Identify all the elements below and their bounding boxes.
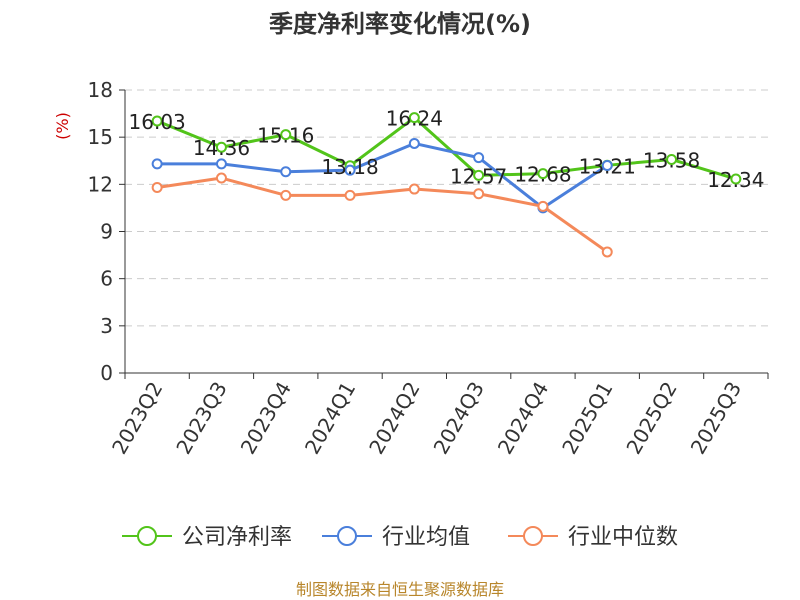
- data-point: [408, 183, 420, 195]
- series-line: [156, 176, 609, 254]
- series-line: [157, 141, 609, 210]
- gridlines: [125, 89, 768, 327]
- data-point: [280, 166, 292, 178]
- series-2: [151, 172, 613, 258]
- x-tick-label: 2023Q2: [107, 378, 167, 459]
- data-label: 12.57: [450, 164, 507, 188]
- data-label: 12.34: [707, 168, 764, 192]
- data-point: [344, 164, 356, 176]
- legend-swatch-marker: [523, 526, 543, 546]
- data-label: 12.68: [514, 163, 571, 187]
- legend-swatch-marker: [137, 526, 157, 546]
- legend-label: 公司净利率: [182, 525, 292, 550]
- legend-swatch-marker: [337, 526, 357, 546]
- x-tick-labels: 2023Q2 2023Q3 2023Q4 2024Q1 2024Q2 2024Q3 2024…: [107, 378, 746, 459]
- legend-item: 行业均值: [322, 525, 470, 550]
- x-tick-label: 2024Q3: [429, 378, 489, 459]
- data-point: [473, 152, 485, 164]
- data-point: [151, 181, 163, 193]
- legend: 公司净利率 行业均值 行业中位数: [122, 525, 678, 550]
- x-tick-label: 2024Q1: [300, 378, 360, 459]
- x-tick-label: 2025Q1: [557, 378, 617, 459]
- x-tick-label: 2024Q2: [364, 378, 424, 459]
- x-tick-label: 2025Q3: [686, 378, 746, 459]
- y-tick-label: 9: [100, 220, 113, 244]
- series-line: [156, 116, 737, 181]
- data-label: 16.24: [386, 107, 443, 131]
- data-label: 13.21: [579, 154, 636, 178]
- chart-title: 季度净利率变化情况(%): [269, 10, 531, 38]
- x-tick-label: 2023Q3: [171, 378, 231, 459]
- x-tick-label: 2023Q4: [236, 378, 296, 459]
- y-tick-label: 15: [88, 125, 113, 149]
- data-point: [151, 158, 163, 170]
- data-point: [601, 159, 613, 171]
- data-point: [537, 168, 549, 180]
- source-note: 制图数据来自恒生聚源数据库: [296, 580, 504, 599]
- data-labels: 16.03 14.36 15.16 13.18 16.24 12.57 12.68 13.21…: [129, 107, 765, 192]
- legend-label: 行业中位数: [568, 525, 678, 550]
- y-tick-label: 0: [100, 361, 113, 385]
- data-point: [151, 115, 163, 127]
- data-point: [473, 188, 485, 200]
- data-point: [344, 189, 356, 201]
- data-point: [280, 129, 292, 141]
- data-point: [730, 173, 742, 185]
- series-lines: [151, 112, 742, 258]
- data-point: [215, 158, 227, 170]
- data-point: [215, 172, 227, 184]
- y-axis-label: (%): [53, 112, 72, 140]
- data-point: [280, 189, 292, 201]
- axes: [119, 89, 769, 379]
- data-point: [537, 200, 549, 212]
- data-point: [408, 137, 420, 149]
- legend-item: 行业中位数: [508, 525, 678, 550]
- series-0: [151, 112, 742, 185]
- legend-item: 公司净利率: [122, 525, 292, 550]
- data-point: [666, 153, 678, 165]
- x-tick-label: 2025Q2: [621, 378, 681, 459]
- data-point: [473, 169, 485, 181]
- data-label: 13.18: [321, 155, 378, 179]
- data-point: [601, 246, 613, 258]
- y-tick-label: 12: [88, 172, 113, 196]
- y-tick-labels: 0 3 6 9 12 15 18: [88, 78, 113, 385]
- data-point: [215, 141, 227, 153]
- x-tick-label: 2024Q4: [493, 378, 553, 459]
- y-tick-label: 18: [88, 78, 113, 102]
- data-point: [408, 112, 420, 124]
- y-tick-label: 3: [100, 314, 113, 338]
- legend-label: 行业均值: [382, 525, 470, 550]
- data-label: 14.36: [193, 136, 250, 160]
- data-label: 13.58: [643, 148, 700, 172]
- data-label: 15.16: [257, 124, 314, 148]
- y-tick-label: 6: [100, 267, 113, 291]
- data-label: 16.03: [129, 110, 186, 134]
